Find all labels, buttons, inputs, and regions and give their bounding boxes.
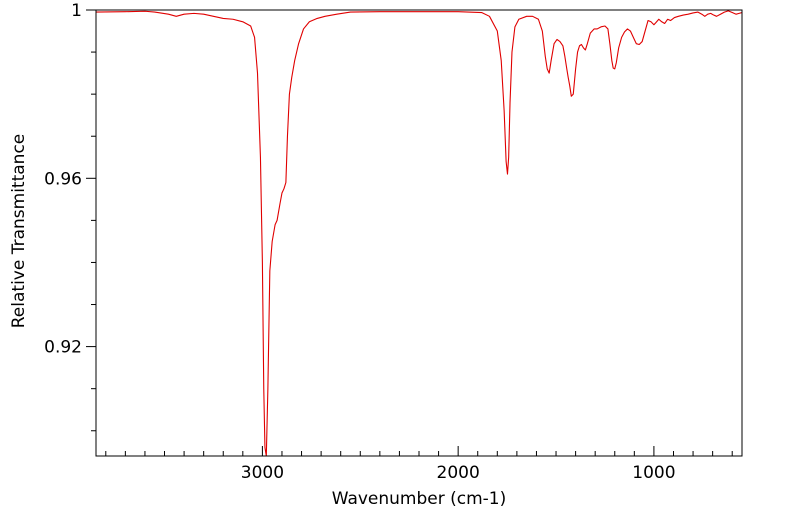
y-tick-label: 0.96 [44,169,82,189]
x-tick-label: 2000 [437,463,480,483]
y-axis-label: Relative Transmittance [9,134,29,329]
y-tick-label: 1 [71,1,82,21]
x-axis-label: Wavenumber (cm-1) [332,489,507,509]
axes: 3000 2000 1000 0.92 0.96 1 [44,1,733,483]
x-tick-label: 1000 [632,463,675,483]
series-line-0 [96,10,742,456]
x-tick-label: 3000 [241,463,284,483]
series-layer [96,10,742,456]
y-tick-label: 0.92 [44,338,82,358]
plot-frame [95,9,743,457]
